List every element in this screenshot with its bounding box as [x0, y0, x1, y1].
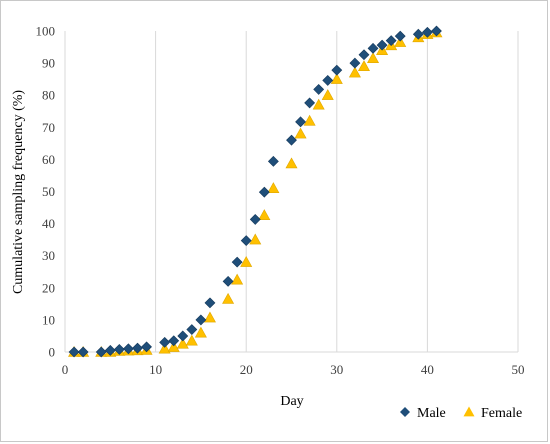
- male-data-point: [204, 297, 216, 309]
- y-tick-label: 80: [42, 88, 55, 103]
- vertical-gridlines: [155, 31, 519, 352]
- male-data-point: [186, 324, 198, 335]
- female-data-point: [240, 256, 253, 267]
- female-data-point: [222, 292, 235, 304]
- x-tick-label: 10: [149, 362, 162, 377]
- male-data-point: [385, 35, 397, 47]
- y-tick-label: 60: [42, 152, 55, 167]
- legend-female-marker-icon: [463, 406, 475, 417]
- x-tick-label: 40: [421, 362, 434, 377]
- y-tick-label: 0: [49, 345, 56, 360]
- y-axis-title: Cumulative sampling frequency (%): [11, 90, 26, 294]
- female-data-point: [231, 273, 244, 285]
- male-data-point: [104, 344, 116, 356]
- x-tick-label: 30: [330, 362, 343, 377]
- male-data-point: [141, 341, 152, 353]
- x-tick-label: 20: [240, 362, 253, 377]
- male-data-point: [132, 342, 143, 354]
- legend: Male Female: [400, 406, 522, 421]
- legend-male-label: Male: [417, 406, 446, 421]
- male-data-point: [313, 83, 325, 95]
- x-axis-title: Day: [280, 394, 303, 409]
- male-data-point: [421, 26, 433, 38]
- male-data-point: [304, 97, 316, 109]
- male-data-point: [431, 25, 442, 37]
- male-data-point: [394, 30, 406, 42]
- female-data-point: [267, 182, 280, 193]
- y-tick-labels: 0 10 20 30 40 50 60 70 80 90 100: [36, 24, 56, 360]
- female-data-point: [394, 36, 407, 47]
- y-tick-label: 30: [42, 248, 55, 263]
- female-data-point: [194, 326, 207, 338]
- y-tick-label: 90: [42, 56, 55, 71]
- female-data-point: [357, 60, 370, 72]
- male-data-point: [322, 75, 334, 86]
- legend-female-label: Female: [481, 406, 522, 421]
- axes: [64, 31, 518, 353]
- y-tick-label: 50: [42, 184, 55, 199]
- male-data-point: [286, 134, 297, 146]
- female-data-point: [249, 233, 262, 245]
- y-tick-label: 70: [42, 120, 55, 135]
- male-data-point: [240, 235, 252, 247]
- data-points: [68, 25, 443, 358]
- female-data-point: [258, 209, 271, 220]
- male-data-point: [222, 275, 234, 287]
- male-data-point: [168, 335, 180, 347]
- male-data-point: [231, 256, 243, 268]
- female-data-point: [330, 73, 343, 84]
- male-data-point: [331, 64, 343, 76]
- male-data-point: [349, 57, 361, 69]
- male-data-point: [258, 186, 270, 198]
- y-tick-label: 100: [36, 24, 56, 39]
- male-data-point: [159, 336, 171, 348]
- male-data-point: [113, 344, 125, 355]
- female-data-point: [285, 157, 298, 169]
- x-tick-label: 0: [62, 362, 69, 377]
- female-data-point: [294, 127, 307, 139]
- y-tick-label: 10: [42, 312, 55, 327]
- female-data-point: [312, 98, 325, 110]
- male-data-point: [376, 39, 388, 51]
- male-data-point: [177, 330, 189, 342]
- y-tick-label: 20: [42, 280, 55, 295]
- male-data-point: [267, 155, 279, 167]
- male-data-point: [95, 346, 107, 358]
- male-data-point: [122, 343, 134, 355]
- male-data-point: [412, 28, 424, 40]
- female-data-point: [321, 89, 334, 100]
- female-data-point: [203, 311, 216, 323]
- female-data-point: [167, 341, 180, 352]
- male-data-point: [68, 346, 80, 358]
- male-data-point: [295, 116, 306, 128]
- female-data-point: [367, 52, 380, 63]
- male-data-point: [358, 49, 370, 61]
- y-tick-label: 40: [42, 216, 55, 231]
- legend-male-marker-icon: [400, 407, 410, 417]
- female-data-point: [176, 337, 189, 349]
- male-data-point: [195, 314, 207, 326]
- female-data-point: [303, 114, 316, 126]
- male-data-point: [249, 214, 261, 225]
- female-data-point: [348, 66, 361, 78]
- x-tick-labels: 0 10 20 30 40 50: [62, 362, 525, 377]
- female-data-point: [158, 342, 171, 354]
- x-tick-label: 50: [512, 362, 525, 377]
- male-data-point: [367, 42, 379, 54]
- female-data-point: [185, 334, 198, 346]
- male-data-point: [77, 346, 89, 358]
